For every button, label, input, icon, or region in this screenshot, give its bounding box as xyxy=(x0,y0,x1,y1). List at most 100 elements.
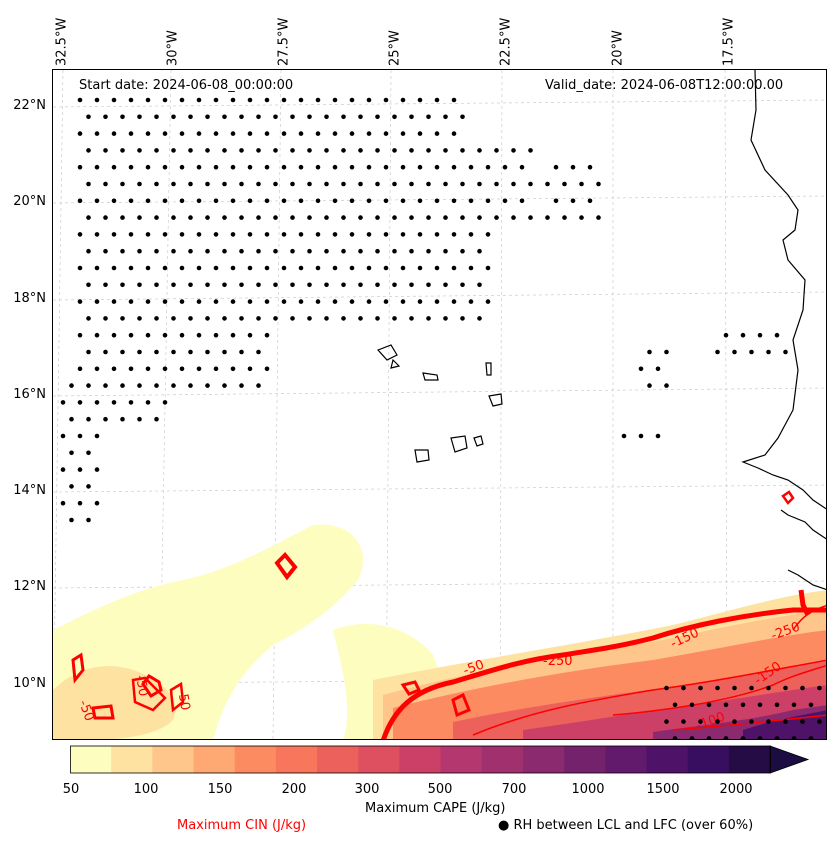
rh-dot xyxy=(205,282,210,288)
rh-dot xyxy=(162,198,168,204)
rh-dot xyxy=(485,299,491,304)
rh-dot xyxy=(375,282,380,288)
rh-dot xyxy=(171,148,176,153)
rh-dot xyxy=(222,316,227,321)
rh-dot xyxy=(647,383,652,388)
cin-label: -50 xyxy=(461,657,486,678)
cbar-tick: 2000 xyxy=(719,782,753,797)
rh-dot xyxy=(145,400,151,405)
rh-dot xyxy=(426,181,431,187)
rh-dot xyxy=(273,114,278,120)
rh-dot xyxy=(145,366,151,372)
rh-dot xyxy=(264,332,270,338)
rh-dot xyxy=(349,265,355,271)
cin-contours xyxy=(71,490,826,739)
rh-dot xyxy=(137,416,142,422)
rh-dot xyxy=(213,131,219,136)
rh-dot xyxy=(179,265,185,271)
rh-dot xyxy=(273,248,278,254)
rh-dot xyxy=(154,316,159,321)
rh-dot xyxy=(86,316,91,321)
rh-dot xyxy=(298,164,304,170)
rh-dot xyxy=(715,349,720,355)
rh-dot xyxy=(154,114,159,120)
rh-dot xyxy=(375,181,380,187)
lon-label-22-5w: 22.5°W xyxy=(498,17,514,66)
rh-dot xyxy=(86,416,91,422)
rh-dot xyxy=(723,736,729,739)
rh-dot xyxy=(120,282,125,288)
rh-dot xyxy=(409,248,414,254)
rh-dot xyxy=(171,248,176,254)
rh-dot xyxy=(171,282,176,288)
rh-dot xyxy=(392,282,397,288)
rh-dot xyxy=(137,215,142,220)
rh-dot xyxy=(315,97,321,103)
lat-label-10n: 10°N xyxy=(13,676,46,691)
rh-dot xyxy=(723,702,729,708)
rh-dot xyxy=(77,400,83,405)
rh-dot xyxy=(77,232,83,237)
rh-dot xyxy=(443,282,448,288)
rh-dot xyxy=(145,265,151,271)
rh-dot xyxy=(332,299,338,304)
rh-dot xyxy=(145,131,151,136)
rh-dot xyxy=(111,332,117,338)
rh-dot xyxy=(77,164,83,170)
rh-dot xyxy=(120,416,125,422)
lon-label-32-5w: 32.5°W xyxy=(54,17,70,66)
rh-dot xyxy=(94,198,100,204)
rh-dot xyxy=(196,97,202,103)
rh-dot xyxy=(460,282,465,288)
colorbar-cell xyxy=(564,746,606,773)
rh-dot xyxy=(230,198,236,204)
rh-dot xyxy=(120,148,125,153)
rh-dot xyxy=(400,232,406,237)
rh-dot xyxy=(111,131,117,136)
rh-dot xyxy=(392,114,397,120)
rh-dot xyxy=(477,148,482,153)
rh-dot xyxy=(570,164,576,170)
rh-dot xyxy=(128,299,134,304)
rh-dot xyxy=(307,282,312,288)
rh-dot xyxy=(154,349,159,355)
rh-dot xyxy=(128,265,134,271)
rh-dot xyxy=(171,349,176,355)
rh-dot xyxy=(247,265,253,271)
rh-dot xyxy=(256,248,261,254)
colorbar-cell xyxy=(358,746,400,773)
rh-dot xyxy=(103,181,108,187)
rh-dots xyxy=(60,97,822,739)
rh-dot xyxy=(230,332,236,338)
rh-dot xyxy=(749,685,754,691)
rh-dot xyxy=(383,232,389,237)
rh-dot xyxy=(111,232,117,237)
colorbar-cell xyxy=(605,746,647,773)
rh-dot xyxy=(205,248,210,254)
rh-dot xyxy=(366,198,372,204)
rh-dot xyxy=(273,148,278,153)
rh-dot xyxy=(307,114,312,120)
rh-dot xyxy=(205,383,210,388)
rh-dot xyxy=(766,685,771,691)
rh-dot xyxy=(222,215,227,220)
colorbar-cell xyxy=(687,746,730,773)
rh-dot xyxy=(154,148,159,153)
rh-dot xyxy=(349,164,355,170)
colorbar-frame xyxy=(70,745,771,774)
rh-dot xyxy=(264,366,270,372)
rh-dot xyxy=(145,299,151,304)
rh-dot xyxy=(392,316,397,321)
cin-label: -50 xyxy=(75,698,96,723)
rh-dot xyxy=(264,232,270,237)
rh-dot xyxy=(120,349,125,355)
rh-dot xyxy=(94,299,100,304)
lat-label-12n: 12°N xyxy=(13,579,46,594)
rh-dot xyxy=(256,114,261,120)
rh-dot xyxy=(77,265,83,271)
rh-dot xyxy=(698,685,703,691)
rh-dot xyxy=(366,265,372,271)
rh-dot xyxy=(60,433,66,439)
rh-dot xyxy=(324,114,329,120)
rh-dot xyxy=(256,181,261,187)
